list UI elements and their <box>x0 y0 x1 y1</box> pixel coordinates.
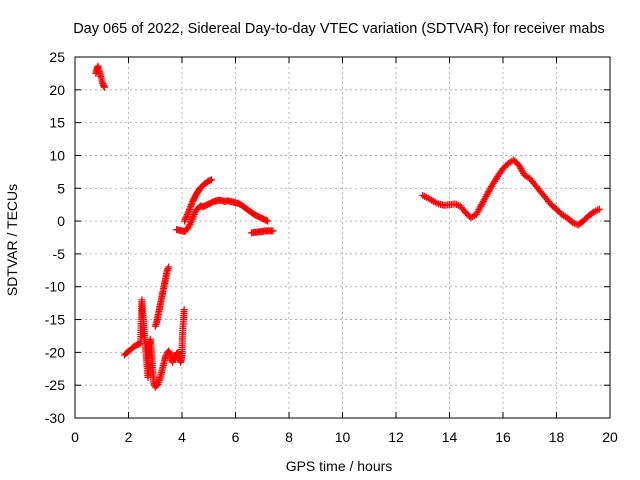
data-point <box>100 83 108 91</box>
y-axis-label: SDTVAR / TECUs <box>4 184 20 296</box>
data-point <box>269 227 277 235</box>
data-point <box>189 212 197 220</box>
data-point <box>165 348 173 356</box>
x-tick-label: 10 <box>335 429 351 445</box>
x-tick-label: 18 <box>549 429 565 445</box>
y-tick-labels: -30 -25 -20 -15 -10 -5 0 5 10 15 20 25 <box>45 49 65 426</box>
x-tick-label: 2 <box>125 429 133 445</box>
data-point <box>182 214 190 222</box>
y-tick-label: -30 <box>45 410 65 426</box>
data-point <box>187 217 195 225</box>
series-segment-4 <box>173 196 272 236</box>
series-segment-1 <box>92 62 108 91</box>
data-point <box>164 265 172 273</box>
data-point <box>151 322 159 330</box>
x-tick-labels: 0 2 4 6 8 10 12 14 16 18 20 <box>71 429 618 445</box>
data-point <box>190 211 198 219</box>
y-tick-label: 5 <box>57 180 65 196</box>
data-point <box>262 216 270 224</box>
x-axis-label: GPS time / hours <box>286 458 393 474</box>
data-point <box>185 222 193 230</box>
data-point <box>186 220 194 228</box>
x-tick-label: 16 <box>495 429 511 445</box>
data-point <box>180 306 188 314</box>
data-point <box>187 201 195 209</box>
series-segment-6 <box>248 227 277 237</box>
x-tick-label: 12 <box>388 429 404 445</box>
y-tick-label: 10 <box>49 147 65 163</box>
data-point <box>163 266 171 274</box>
data-point <box>185 206 193 214</box>
x-tick-label: 20 <box>602 429 618 445</box>
x-tick-label: 14 <box>442 429 458 445</box>
x-tick-label: 4 <box>178 429 186 445</box>
y-tick-label: 20 <box>49 82 65 98</box>
data-point <box>206 176 214 184</box>
data-point <box>188 215 196 223</box>
data-point <box>181 217 189 225</box>
data-point <box>207 176 215 184</box>
data-point <box>187 202 195 210</box>
data-point <box>189 214 197 222</box>
data-point <box>186 204 194 212</box>
y-tick-label: 15 <box>49 115 65 131</box>
data-points <box>92 62 603 391</box>
data-point <box>181 215 189 223</box>
y-tick-label: -5 <box>53 246 66 262</box>
x-tick-label: 6 <box>232 429 240 445</box>
data-point <box>185 207 193 215</box>
chart-title: Day 065 of 2022, Sidereal Day-to-day VTE… <box>73 21 605 37</box>
series-segment-5 <box>181 176 215 225</box>
data-point <box>595 205 603 213</box>
data-point <box>183 211 191 219</box>
y-tick-label: -10 <box>45 279 65 295</box>
data-point <box>187 219 195 227</box>
x-tick-label: 8 <box>285 429 293 445</box>
y-tick-label: -25 <box>45 377 65 393</box>
series-segment-3 <box>151 263 173 330</box>
series-segment-2 <box>120 296 188 391</box>
y-tick-label: 0 <box>57 213 65 229</box>
y-tick-label: -20 <box>45 344 65 360</box>
x-tick-label: 0 <box>71 429 79 445</box>
series-segment-7 <box>419 156 603 229</box>
axis-ticks <box>74 56 611 419</box>
gridlines <box>75 57 610 418</box>
data-point <box>183 212 191 220</box>
y-tick-label: -15 <box>45 312 65 328</box>
data-point <box>165 263 173 271</box>
data-point <box>264 217 272 225</box>
y-tick-label: 25 <box>49 49 65 65</box>
data-point <box>152 320 160 328</box>
data-point <box>184 209 192 217</box>
